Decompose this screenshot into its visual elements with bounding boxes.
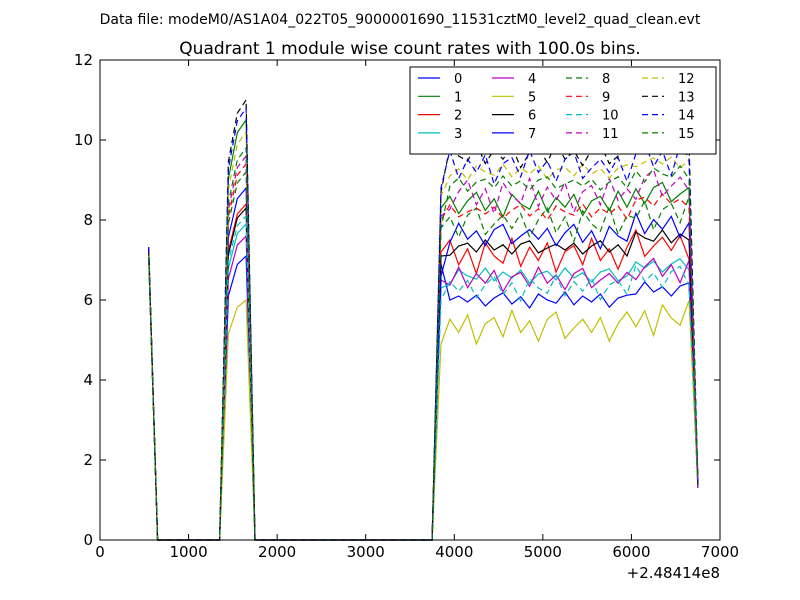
legend-label-6: 6 (528, 109, 536, 124)
legend-label-11: 11 (602, 127, 619, 142)
series-line-11 (148, 154, 699, 541)
x-tick-label: 4000 (435, 543, 473, 561)
x-tick-label: 2000 (258, 543, 296, 561)
legend-label-13: 13 (678, 90, 695, 105)
y-tick-label: 8 (83, 211, 93, 229)
x-tick-label: 1000 (169, 543, 207, 561)
legend-label-2: 2 (454, 109, 462, 124)
legend-label-10: 10 (602, 109, 619, 124)
y-tick-label: 2 (83, 451, 93, 469)
legend-label-0: 0 (454, 72, 462, 87)
legend-label-8: 8 (602, 72, 610, 87)
y-tick-label: 6 (83, 291, 93, 309)
legend-label-7: 7 (528, 127, 536, 142)
legend-label-4: 4 (528, 72, 536, 87)
y-tick-label: 10 (74, 131, 93, 149)
legend-label-3: 3 (454, 127, 462, 142)
series-line-10 (148, 214, 699, 541)
series-line-12 (148, 130, 699, 541)
legend-label-12: 12 (678, 72, 695, 87)
y-tick-label: 0 (83, 531, 93, 549)
legend-label-1: 1 (454, 90, 462, 105)
series-line-9 (148, 162, 699, 541)
legend-label-15: 15 (678, 127, 695, 142)
legend-frame (409, 66, 717, 155)
x-tick-label: 3000 (347, 543, 385, 561)
y-tick-label: 12 (74, 51, 93, 69)
x-tick-label: 5000 (524, 543, 562, 561)
figure-suptitle: Data file: modeM0/AS1A04_022T05_90000016… (100, 12, 701, 28)
y-tick-label: 4 (83, 371, 93, 389)
x-tick-label: 7000 (701, 543, 739, 561)
x-offset-label: +2.48414e8 (627, 564, 720, 582)
x-tick-label: 0 (95, 543, 105, 561)
x-axis: 0 1000 2000 3000 4000 5000 6000 7000 (95, 60, 739, 561)
chart-title: Quadrant 1 module wise count rates with … (179, 39, 640, 59)
x-tick-label: 6000 (612, 543, 650, 561)
legend-label-14: 14 (678, 109, 695, 124)
legend-label-9: 9 (602, 90, 610, 105)
legend-label-5: 5 (528, 90, 536, 105)
